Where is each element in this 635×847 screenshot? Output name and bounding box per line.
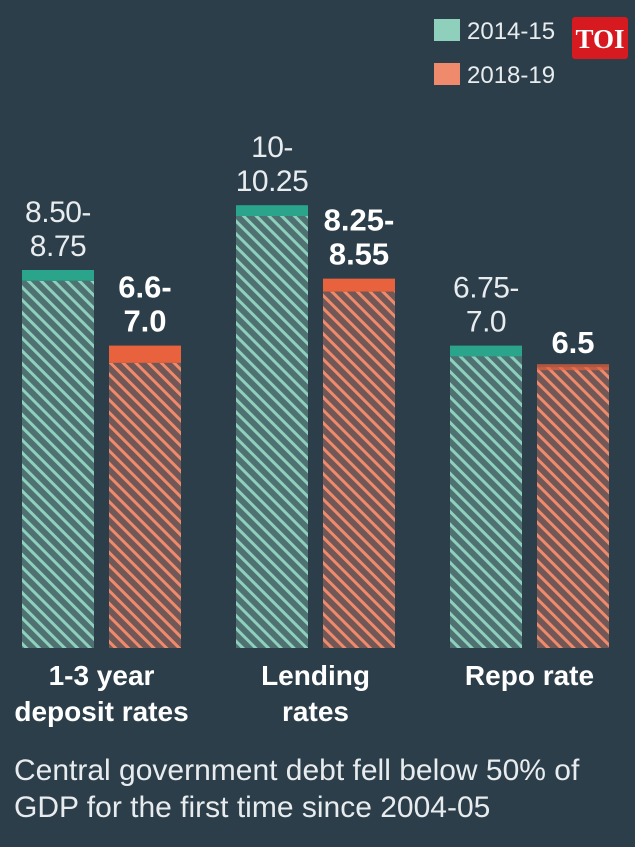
value-label-deposit-2014-line2: 8.75 — [30, 230, 86, 263]
value-label-repo-2014-line1: 6.75- — [453, 272, 519, 305]
category-label-deposit-line2: deposit rates — [14, 696, 188, 727]
legend-label-2014: 2014-15 — [467, 18, 555, 45]
category-label-deposit-line1: 1-3 year — [49, 660, 155, 691]
value-label-deposit-2018-line2: 7.0 — [123, 304, 166, 339]
value-label-lending-2018-line2: 8.55 — [329, 237, 389, 272]
logo-badge — [572, 17, 628, 59]
bar-deposit-2018 — [109, 362, 181, 648]
value-label-lending-2014-line1: 10- — [251, 131, 293, 164]
category-labels-layer: 1-3 year deposit rates Lending rates Repo ra… — [14, 660, 594, 727]
bar-range-cap-deposit-2014 — [22, 270, 94, 281]
footnote: Central government debt fell below 50% o… — [14, 754, 580, 824]
bar-repo-2018 — [537, 367, 609, 648]
bar-range-cap-lending-2014 — [236, 205, 308, 216]
value-label-deposit-2018-line1: 6.6- — [118, 270, 171, 305]
category-label-repo-line1: Repo rate — [465, 660, 594, 691]
toi-logo: TOI — [572, 17, 628, 59]
bar-range-cap-deposit-2018 — [109, 345, 181, 363]
bar-lending-2014 — [236, 216, 308, 648]
value-label-lending-2014-line2: 10.25 — [236, 165, 309, 198]
value-label-repo-2018-line1: 6.5 — [551, 325, 594, 360]
logo-text: TOI — [575, 24, 624, 54]
bar-repo-2014 — [450, 356, 522, 648]
value-labels-layer: 8.50-8.7510-10.256.75-7.06.6-7.08.25-8.5… — [25, 131, 595, 360]
bar-range-cap-lending-2018 — [323, 278, 395, 292]
legend-swatch-2014 — [434, 19, 460, 41]
bar-top-edge-repo-2018 — [537, 364, 609, 371]
legend: 2014-15 2018-19 — [434, 18, 555, 89]
value-label-lending-2018-line1: 8.25- — [324, 203, 395, 238]
legend-swatch-2018 — [434, 63, 460, 85]
bars-layer — [22, 205, 609, 648]
category-label-lending-line1: Lending — [261, 660, 370, 691]
legend-label-2018: 2018-19 — [467, 62, 555, 89]
value-label-deposit-2014-line1: 8.50- — [25, 196, 91, 229]
bar-range-cap-repo-2014 — [450, 345, 522, 357]
category-label-lending-line2: rates — [282, 696, 349, 727]
value-label-repo-2014-line2: 7.0 — [466, 306, 506, 339]
bar-deposit-2014 — [22, 280, 94, 648]
bar-lending-2018 — [323, 291, 395, 648]
